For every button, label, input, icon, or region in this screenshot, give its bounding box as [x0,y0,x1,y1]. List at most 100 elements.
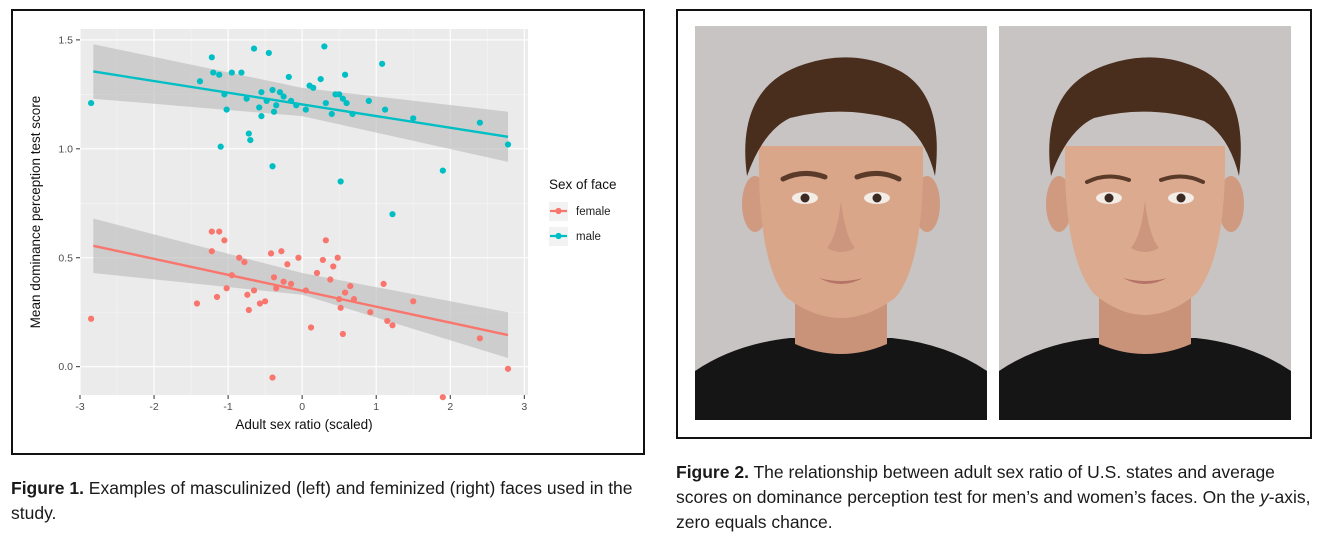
y-axis-title: Mean dominance perception test score [28,96,43,329]
x-tick-label: -2 [149,401,158,413]
x-axis-title: Adult sex ratio (scaled) [235,417,372,432]
data-point-male [250,45,258,52]
data-point-male [243,95,250,102]
data-point-male [389,211,396,218]
figure-panel-chart: -3 -2 -1 0 1 2 3 0.0 0.5 1.0 1.5 Adult sex ratio (s… [11,9,645,455]
shirt [999,338,1291,420]
left-ear [1046,176,1072,232]
data-point-female [208,228,215,235]
legend-label-female: female [576,206,611,218]
data-point-male [210,69,217,76]
figure-2-caption: Figure 2. The relationship between adult… [676,460,1318,535]
data-point-female [250,287,258,294]
data-point-female [327,276,334,283]
left-eyebrow [1085,174,1131,184]
scatter-chart: -3 -2 -1 0 1 2 3 0.0 0.5 1.0 1.5 Adult sex ratio (s… [28,29,617,432]
data-point-female [339,330,346,338]
x-tick-label: -3 [75,401,84,413]
data-point-male [196,78,204,85]
figure-2-label: Figure 2. [676,462,749,482]
y-tick-label: 1.5 [58,34,73,46]
data-point-male [439,167,446,174]
data-point-female [262,298,269,305]
data-point-female [244,291,251,298]
mouth [1123,278,1167,284]
nose [1131,201,1159,252]
data-point-male [317,76,324,83]
regression-line-female [93,244,509,337]
data-point-male [208,54,215,61]
y-tick-label: 0.0 [58,361,73,373]
data-point-female [241,259,248,266]
data-point-male [336,91,343,98]
legend-label-male: male [576,231,601,243]
nose [827,201,855,252]
data-point-male [265,49,272,57]
data-point-female [367,309,374,316]
shirt [695,338,987,420]
data-point-female [208,248,215,255]
hair [1049,57,1241,176]
data-point-female [313,269,321,277]
data-point-male [223,106,230,113]
left-iris [800,193,810,203]
confidence-band-female [93,218,509,358]
legend-key-point-female [555,207,562,215]
data-point-male [276,89,284,96]
data-point-female [389,322,396,329]
figure-2-text-before: The relationship between adult sex ratio… [676,462,1275,507]
data-point-female [384,317,391,325]
data-point-female [334,254,341,261]
right-eyebrow [854,171,902,182]
figure-1-caption: Figure 1. Examples of masculinized (left… [11,476,651,526]
data-point-female [337,304,344,311]
legend-title: Sex of face [549,177,617,192]
data-point-male [302,106,309,113]
data-point-female [267,250,275,257]
data-point-female [88,315,95,322]
data-point-male [280,93,287,100]
data-point-female [236,254,243,261]
data-point-male [339,95,346,102]
data-point-female [221,237,228,244]
data-point-female [284,261,291,268]
data-point-female [307,324,315,331]
data-point-male [247,137,254,144]
left-eyebrow [780,171,828,182]
data-point-female [278,248,285,255]
data-point-male [341,71,349,78]
data-point-male [258,89,265,96]
data-point-male [328,110,335,118]
figure-2-text-after: -axis, zero equals chance. [676,487,1311,532]
data-point-female [380,280,387,287]
data-point-female [476,335,483,342]
hair [745,57,937,176]
feminized-face-image [999,26,1291,420]
data-point-male [504,141,512,148]
data-point-male [343,99,350,107]
data-point-male [322,99,329,107]
right-iris [872,193,882,203]
data-point-male [245,130,252,137]
data-point-male [381,106,389,113]
left-iris [1104,193,1114,203]
data-point-male [273,102,280,109]
x-tick-label: 2 [447,401,453,413]
data-point-male [379,60,386,67]
data-point-male [310,84,317,91]
data-point-female [256,300,264,307]
data-point-male [476,119,483,126]
x-tick-label: -1 [223,401,232,413]
data-point-female [270,274,278,281]
data-point-male [321,43,328,50]
data-point-female [223,285,230,292]
legend-key-point-male [555,232,562,240]
figure-1-label: Figure 1. [11,478,84,498]
data-point-female [295,254,302,261]
data-point-male [256,104,263,111]
data-point-female [439,394,446,401]
right-iris [1176,193,1186,203]
data-point-male [217,143,224,150]
data-point-male [269,163,276,170]
masculinized-face-image [695,26,987,420]
